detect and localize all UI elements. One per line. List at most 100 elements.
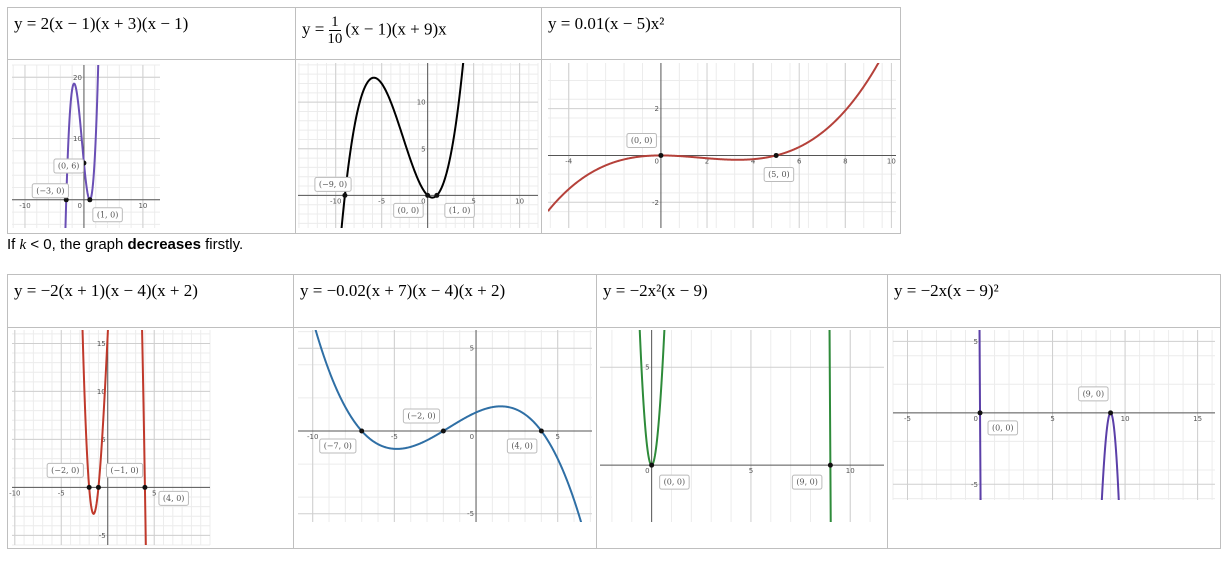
y-tick-label: 5: [645, 364, 649, 372]
point-label: (0, 0): [664, 478, 686, 487]
x-tick-label: 0: [654, 157, 658, 165]
x-tick-label: 0: [470, 433, 474, 441]
x-tick-label: -10: [9, 489, 20, 497]
equation-rhs: (x − 1)(x + 9)x: [345, 19, 447, 39]
equation: y = −0.02(x + 7)(x − 4)(x + 2): [300, 281, 506, 300]
x-tick-label: 8: [843, 157, 847, 165]
fraction-numerator: 1: [329, 14, 341, 31]
point-label-box: [402, 408, 441, 424]
point-label-box: [158, 490, 189, 506]
curve: [314, 330, 583, 522]
x-tick-label: -5: [391, 433, 398, 441]
x-tick-label: -10: [307, 433, 318, 441]
point: [87, 197, 93, 203]
point: [86, 484, 92, 490]
point: [827, 462, 833, 468]
x-tick-label: 10: [138, 202, 147, 210]
point-label: (−7, 0): [324, 441, 352, 450]
point: [538, 428, 544, 434]
point-label-box: [626, 132, 657, 148]
x-tick-label: 10: [515, 197, 524, 205]
graph: -10 -5 0 5 5 -5 (−7, 0) (−2, 0) (4, 0): [298, 330, 592, 522]
graph-cell: [887, 327, 1221, 549]
x-tick-label: -10: [330, 197, 341, 205]
point-label-box: [444, 202, 475, 218]
graph-cell: [541, 59, 901, 234]
equation: y = −2(x + 1)(x − 4)(x + 2): [14, 281, 198, 300]
note-bold: decreases: [127, 236, 201, 253]
point-label-box: [105, 462, 144, 478]
point-label-box: [46, 462, 84, 478]
x-tick-label: 5: [749, 467, 753, 475]
y-tick-label: -5: [971, 481, 978, 489]
point-label: (9, 0): [1083, 389, 1105, 398]
curve: [978, 330, 1120, 500]
point: [649, 462, 655, 468]
fraction-denominator: 10: [327, 31, 343, 47]
point-label: (4, 0): [163, 494, 185, 503]
point-label-box: [659, 474, 690, 490]
point: [434, 192, 440, 198]
note-text: If: [7, 236, 20, 253]
graph: -5 0 5 10 15 5 -5 (0, 0) (9, 0): [892, 330, 1215, 500]
point-label-box: [319, 438, 357, 454]
y-tick-label: 5: [101, 436, 105, 444]
point: [359, 428, 365, 434]
point-label: (5, 0): [768, 170, 790, 179]
point-label-box: [1078, 386, 1109, 402]
point-label: (−2, 0): [51, 466, 79, 475]
point-label: (1, 0): [97, 210, 119, 219]
y-tick-label: -5: [467, 510, 474, 518]
point-label-box: [791, 474, 823, 490]
graph: -10 -5 5 15 10 5 -5 (−2, 0) (−1, 0) (4, 0): [9, 330, 211, 546]
point: [773, 152, 779, 158]
x-tick-label: 2: [705, 157, 709, 165]
y-tick-label: 10: [73, 135, 82, 143]
x-tick-label: 10: [846, 467, 855, 475]
point-label: (−3, 0): [36, 186, 64, 195]
x-tick-label: 0: [645, 467, 649, 475]
point: [977, 410, 983, 416]
point-label-box: [53, 158, 84, 174]
point-label-box: [31, 183, 69, 199]
point-label: (0, 0): [992, 423, 1014, 432]
graph: -10 -5 0 5 10 10 5 (−9, 0) (0, 0) (1, 0): [298, 63, 539, 228]
x-tick-label: 5: [471, 197, 475, 205]
x-tick-label: 6: [797, 157, 802, 165]
curve: [64, 65, 100, 228]
x-tick-label: 4: [751, 157, 756, 165]
equation: y = 2(x − 1)(x + 3)(x − 1): [14, 14, 189, 33]
y-tick-label: -5: [99, 532, 106, 540]
point-label-box: [314, 176, 352, 192]
equation-lhs: y =: [302, 19, 325, 39]
point: [142, 484, 148, 490]
point: [658, 152, 664, 158]
x-tick-label: -5: [378, 197, 385, 205]
curve: [638, 330, 832, 522]
equation-cell: y = 1 10 (x − 1)(x + 9)x: [295, 7, 542, 60]
point-label: (−1, 0): [110, 466, 138, 475]
equation: y = −2x(x − 9)²: [894, 281, 999, 300]
x-tick-label: 10: [1121, 415, 1130, 423]
x-tick-label: 0: [77, 202, 81, 210]
y-tick-label: -2: [652, 199, 659, 207]
y-tick-label: 5: [421, 145, 425, 153]
x-tick-label: 5: [152, 489, 156, 497]
point-label-box: [987, 420, 1019, 436]
graph: -4 0 2 4 6 8 10 2 -2 (0, 0) (5, 0): [548, 63, 896, 228]
x-tick-label: 5: [555, 433, 559, 441]
y-tick-label: 10: [97, 388, 106, 396]
point-label-box: [92, 207, 123, 223]
x-tick-label: -5: [58, 489, 65, 497]
curve: [548, 63, 880, 212]
point-label: (9, 0): [796, 478, 818, 487]
point-label: (0, 6): [58, 162, 80, 171]
graph: 0 5 10 5 (0, 0) (9, 0): [600, 330, 884, 522]
point-label: (−2, 0): [407, 411, 435, 420]
point: [1108, 410, 1114, 416]
x-tick-label: 5: [1050, 415, 1054, 423]
x-tick-label: -5: [904, 415, 911, 423]
point-label: (0, 0): [398, 206, 420, 215]
y-tick-label: 15: [97, 340, 106, 348]
point: [440, 428, 446, 434]
